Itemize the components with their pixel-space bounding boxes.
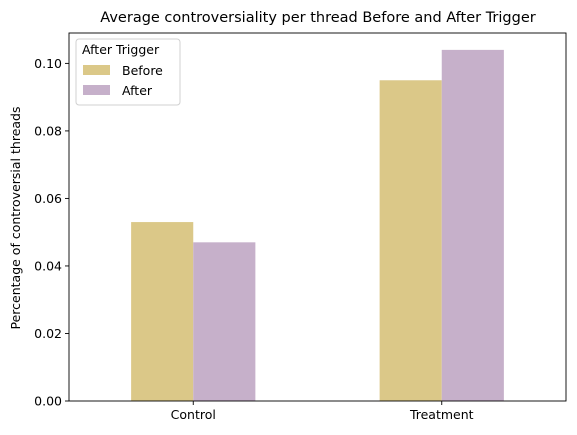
- y-tick-label: 0.00: [34, 394, 62, 409]
- legend-title: After Trigger: [82, 42, 160, 57]
- plot-area: Control Treatment 0.00 0.02 0.04 0.06 0.08 0.10: [34, 32, 567, 422]
- legend-label-after: After: [122, 83, 153, 98]
- y-tick-label: 0.10: [34, 56, 62, 71]
- bar-control-after: [193, 242, 256, 401]
- x-tick-label: Control: [171, 407, 216, 422]
- chart-title: Average controversiality per thread Befo…: [100, 10, 535, 26]
- y-tick-label: 0.04: [34, 258, 62, 273]
- plot-frame: [68, 32, 567, 402]
- y-axis-label: Percentage of controversial threads: [8, 107, 23, 330]
- legend-label-before: Before: [122, 63, 163, 78]
- legend: After Trigger Before After: [75, 38, 181, 106]
- y-tick-label: 0.06: [34, 191, 62, 206]
- legend-swatch-after: [83, 85, 110, 95]
- y-tick-label: 0.08: [34, 123, 62, 138]
- x-tick-label: Treatment: [409, 407, 474, 422]
- bar-control-before: [131, 222, 194, 401]
- bar-treatment-before: [379, 80, 442, 401]
- y-tick-label: 0.02: [34, 326, 62, 341]
- bar-treatment-after: [441, 49, 504, 401]
- legend-swatch-before: [83, 65, 110, 75]
